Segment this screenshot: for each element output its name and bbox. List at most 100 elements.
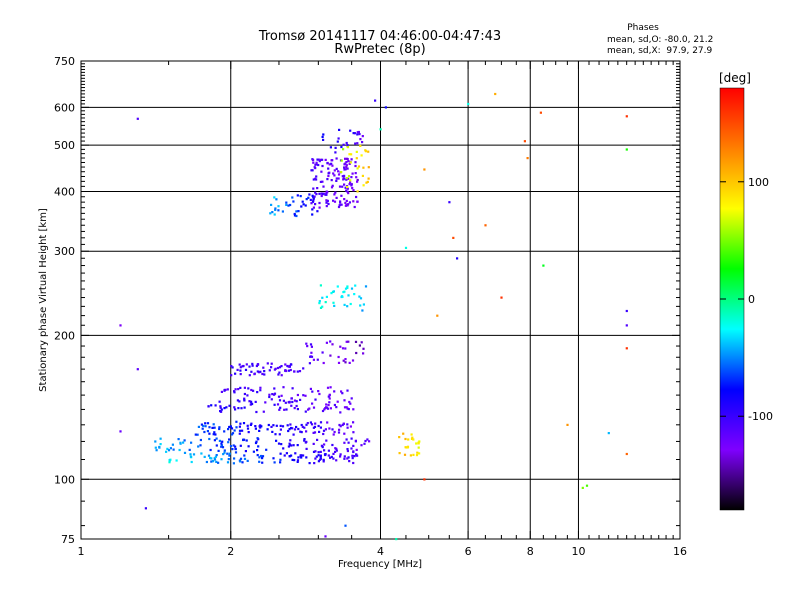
data-point: [331, 184, 334, 187]
data-point: [248, 365, 251, 368]
data-point: [321, 296, 324, 299]
data-point: [350, 447, 353, 450]
data-point: [317, 390, 320, 393]
data-point: [332, 290, 335, 293]
data-point: [230, 427, 234, 430]
data-point: [365, 181, 368, 184]
data-point: [368, 440, 371, 443]
data-point: [317, 460, 320, 463]
data-point: [325, 192, 328, 195]
data-point: [323, 449, 326, 452]
data-point: [362, 352, 365, 355]
data-point: [311, 390, 314, 393]
data-point: [403, 453, 407, 456]
data-point: [208, 437, 211, 441]
data-point: [183, 439, 186, 442]
data-point: [233, 429, 236, 432]
data-point: [315, 455, 318, 458]
data-point: [337, 361, 341, 364]
data-point: [350, 437, 353, 440]
data-point: [259, 426, 262, 429]
data-point: [205, 460, 208, 464]
data-point: [347, 175, 351, 178]
data-point: [625, 347, 628, 350]
data-point: [350, 176, 353, 179]
data-point: [329, 456, 332, 459]
data-point: [312, 206, 315, 209]
data-point: [407, 438, 410, 441]
data-point: [167, 449, 171, 452]
data-point: [279, 406, 282, 409]
data-point: [404, 437, 407, 441]
data-point: [239, 386, 242, 389]
data-point: [343, 174, 346, 177]
data-point: [223, 449, 226, 452]
data-point: [321, 351, 324, 354]
data-point: [348, 153, 351, 156]
data-point: [362, 303, 365, 306]
data-point: [324, 407, 327, 410]
data-point: [227, 428, 230, 431]
data-point: [278, 408, 281, 411]
data-point: [311, 402, 314, 405]
data-point: [314, 398, 317, 401]
data-point: [339, 455, 342, 458]
data-point: [356, 180, 359, 183]
data-point: [327, 174, 330, 178]
data-point: [228, 404, 231, 407]
data-point: [350, 153, 353, 156]
data-point: [223, 451, 226, 454]
data-point: [317, 424, 320, 428]
data-point: [315, 175, 318, 178]
data-point: [250, 388, 253, 392]
data-point: [321, 135, 324, 138]
data-point: [144, 507, 147, 510]
data-point: [230, 433, 234, 436]
data-point: [236, 368, 239, 371]
data-point: [246, 427, 250, 430]
data-point: [321, 164, 324, 168]
data-point: [542, 264, 545, 267]
data-point: [343, 399, 346, 402]
data-point: [273, 213, 276, 216]
data-point: [456, 257, 459, 260]
data-point: [361, 135, 364, 138]
data-point: [310, 423, 314, 426]
data-point: [218, 426, 221, 429]
data-point: [280, 365, 283, 368]
data-point: [304, 410, 307, 413]
data-point: [197, 445, 200, 448]
data-point: [343, 198, 346, 201]
data-point: [330, 179, 333, 182]
data-point: [259, 389, 262, 392]
data-point: [313, 195, 316, 198]
data-point: [324, 301, 327, 304]
data-point: [276, 366, 280, 370]
data-point: [346, 305, 349, 308]
data-point: [210, 404, 213, 407]
data-point: [262, 366, 265, 369]
data-point: [335, 167, 338, 170]
data-point: [238, 400, 241, 403]
data-point: [329, 146, 332, 149]
data-point: [272, 457, 275, 460]
data-point: [339, 201, 342, 204]
data-point: [273, 387, 276, 390]
data-point: [352, 408, 355, 411]
data-point: [344, 347, 347, 350]
data-point: [334, 151, 337, 154]
data-point: [289, 368, 292, 372]
data-point: [319, 426, 322, 429]
data-point: [238, 432, 241, 435]
data-point: [251, 364, 254, 367]
data-point: [303, 439, 306, 442]
data-point: [309, 421, 312, 424]
data-point: [234, 388, 237, 391]
data-point: [291, 427, 294, 430]
data-point: [353, 205, 356, 209]
data-point: [178, 448, 181, 452]
y-tick-label: 400: [54, 185, 75, 198]
data-point: [346, 204, 349, 207]
data-point: [287, 365, 290, 368]
data-point: [258, 460, 261, 463]
